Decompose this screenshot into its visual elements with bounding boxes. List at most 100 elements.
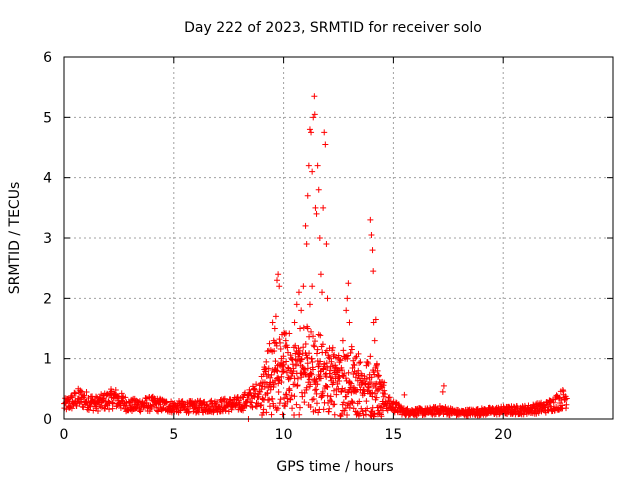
data-point xyxy=(300,344,307,351)
data-point xyxy=(356,398,363,405)
data-point xyxy=(100,395,107,402)
data-point xyxy=(260,371,267,378)
data-point xyxy=(358,405,365,412)
data-point xyxy=(273,342,280,349)
data-point xyxy=(563,395,570,402)
data-point xyxy=(386,394,393,401)
data-point xyxy=(276,336,283,343)
data-point xyxy=(259,383,266,390)
chart-title: Day 222 of 2023, SRMTID for receiver sol… xyxy=(184,20,482,36)
data-point xyxy=(311,93,318,100)
data-point xyxy=(310,342,317,349)
data-point xyxy=(377,404,384,411)
data-point xyxy=(274,277,281,284)
data-point xyxy=(327,363,334,370)
data-point xyxy=(308,355,315,362)
data-point xyxy=(348,343,355,350)
data-point xyxy=(314,346,321,353)
data-point xyxy=(81,392,88,399)
data-point xyxy=(328,398,335,405)
data-point xyxy=(359,408,366,415)
data-point xyxy=(307,403,314,410)
data-point xyxy=(284,364,291,371)
data-point xyxy=(338,411,345,418)
data-point xyxy=(288,372,295,379)
data-point xyxy=(257,402,264,409)
data-point xyxy=(329,344,336,351)
data-point xyxy=(357,359,364,366)
data-point xyxy=(277,346,284,353)
data-point xyxy=(363,398,370,405)
data-point xyxy=(373,361,380,368)
data-point xyxy=(330,379,337,386)
data-point xyxy=(270,384,277,391)
data-point xyxy=(317,375,324,382)
data-point xyxy=(380,382,387,389)
data-point xyxy=(269,319,276,326)
data-point xyxy=(325,354,332,361)
data-point xyxy=(313,350,320,357)
data-point xyxy=(221,395,228,402)
data-point xyxy=(269,396,276,403)
data-point xyxy=(326,355,333,362)
data-point xyxy=(364,405,371,412)
data-point xyxy=(308,129,315,136)
data-point xyxy=(291,411,298,418)
data-point xyxy=(151,404,158,411)
data-point xyxy=(109,399,116,406)
data-point xyxy=(315,186,322,193)
data-point xyxy=(251,385,258,392)
x-tick-label: 15 xyxy=(384,427,402,443)
data-point xyxy=(333,391,340,398)
data-point xyxy=(371,381,378,388)
data-point xyxy=(335,352,342,359)
data-point xyxy=(263,358,270,365)
data-point xyxy=(354,409,361,416)
data-point xyxy=(275,389,282,396)
data-point xyxy=(439,388,446,395)
data-point xyxy=(364,359,371,366)
y-tick-label: 2 xyxy=(43,291,52,307)
data-point xyxy=(319,388,326,395)
data-point xyxy=(317,332,324,339)
data-point xyxy=(328,358,335,365)
data-point xyxy=(163,399,170,406)
data-point xyxy=(274,362,281,369)
data-point xyxy=(297,325,304,332)
data-point xyxy=(339,372,346,379)
data-point xyxy=(339,385,346,392)
data-point xyxy=(264,390,271,397)
data-point xyxy=(315,363,322,370)
data-point xyxy=(218,402,225,409)
data-point xyxy=(343,393,350,400)
data-point xyxy=(307,381,314,388)
data-point xyxy=(367,216,374,223)
data-point xyxy=(359,389,366,396)
x-tick-label: 0 xyxy=(60,427,69,443)
data-point xyxy=(253,403,260,410)
data-point xyxy=(362,380,369,387)
axis-ticks: 0 5 10 15 20 0 1 2 3 4 5 6 xyxy=(43,50,613,443)
data-point xyxy=(274,368,281,375)
data-point xyxy=(305,373,312,380)
data-point xyxy=(302,340,309,347)
data-point xyxy=(301,389,308,396)
data-point xyxy=(278,378,285,385)
data-point xyxy=(356,375,363,382)
data-point xyxy=(299,393,306,400)
x-axis-label: GPS time / hours xyxy=(276,459,393,475)
data-point xyxy=(401,391,408,398)
data-point xyxy=(287,396,294,403)
data-point xyxy=(332,364,339,371)
data-point xyxy=(326,405,333,412)
data-point xyxy=(302,222,309,229)
data-point xyxy=(106,406,113,413)
data-point xyxy=(274,405,281,412)
data-point xyxy=(346,319,353,326)
data-point xyxy=(286,387,293,394)
data-point xyxy=(368,374,375,381)
data-point xyxy=(302,371,309,378)
data-point xyxy=(309,168,316,175)
data-point xyxy=(327,393,334,400)
data-point xyxy=(299,363,306,370)
